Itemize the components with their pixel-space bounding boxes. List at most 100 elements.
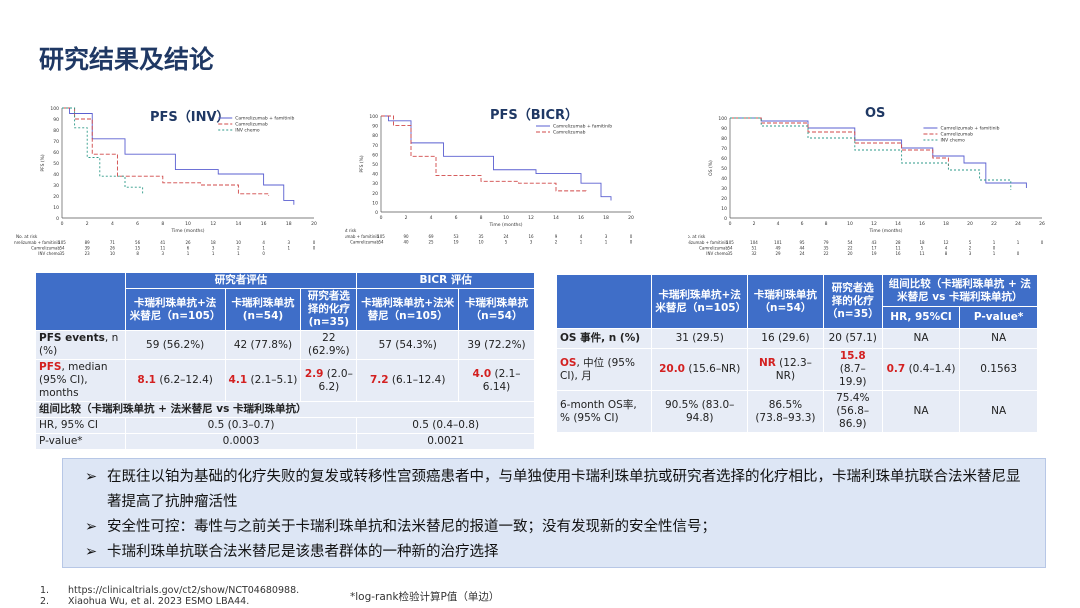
legend-label: Camrelizumab [940, 132, 973, 138]
risk-row-label: Camrelizumab + famitinib [688, 240, 728, 245]
os-median-cell: 0.7 (0.4–1.4) [881, 348, 961, 391]
risk-value: 1 [993, 251, 996, 256]
x-tick-label: 12 [871, 221, 877, 227]
plot-title-pfs-inv: PFS（INV） [150, 110, 230, 125]
risk-row-label: Camrelizumab + famitinib [14, 240, 60, 245]
x-tick-label: 4 [777, 221, 780, 227]
pfs-events-label-rest: , n (%) [39, 332, 119, 357]
risk-value: 16 [895, 251, 901, 256]
km-plot-os: 100 90 80 70 60 50 40 30 20 10 0 0 2 4 6 8 10 12 14 16 18 20 2… [688, 112, 1060, 270]
os-6month-cell: 90.5% (83.0–94.8) [651, 390, 749, 433]
pfs-events-label: PFS events, n (%) [35, 330, 126, 360]
risk-value: 39 [85, 246, 91, 251]
os-median-label: OS, 中位 (95% CI), 月 [555, 348, 653, 391]
risk-value: 51 [751, 246, 757, 251]
pfs-events-cell: 57 (54.3%) [356, 330, 460, 360]
pfs-p-label: P-value* [35, 433, 126, 450]
risk-value: 41 [160, 240, 166, 245]
x-axis-label: Time (months) [171, 228, 205, 234]
risk-value: 54 [59, 246, 65, 251]
arrow-icon: ➢ [85, 544, 98, 560]
conclusion-text: 卡瑞利珠单抗联合法米替尼是该患者群体的一种新的治疗选择 [107, 544, 499, 560]
x-tick-label: 20 [628, 215, 634, 221]
y-axis-label: OS (%) [708, 160, 714, 176]
x-tick-label: 14 [895, 221, 901, 227]
pfs-median-label-hl: PFS [39, 361, 62, 373]
y-tick-label: 10 [721, 206, 727, 212]
risk-value: 2 [237, 246, 240, 251]
pfs-median-ci: (2.1–6.14) [482, 367, 521, 393]
y-tick-label: 10 [372, 200, 378, 206]
risk-value: 54 [847, 240, 853, 245]
os-median-ci: (0.4–1.4) [908, 363, 956, 375]
risk-value: 54 [378, 240, 384, 245]
conclusion-box: ➢ 在既往以铂为基础的化疗失败的复发或转移性宫颈癌患者中，与单独使用卡瑞利珠单抗或… [62, 458, 1046, 568]
risk-value: 3 [162, 251, 165, 256]
risk-value: 101 [774, 240, 782, 245]
pfs-median-label-rest: , median (95% CI), months [39, 361, 108, 399]
pfs-col-chemo: 研究者选择的化疗(n=35) [300, 288, 358, 331]
os-6month-cell: 75.4% (56.8–86.9) [822, 390, 883, 433]
x-tick-label: 18 [603, 215, 609, 221]
pfs-col-mono-bicr: 卡瑞利珠单抗（n=54） [458, 288, 535, 331]
pfs-p-inv: 0.0003 [124, 433, 358, 450]
footnote: 1. https://clinicaltrials.gov/ct2/show/NC… [40, 585, 299, 596]
x-tick-label: 26 [1039, 221, 1045, 227]
risk-value: 2 [969, 246, 972, 251]
x-tick-label: 8 [161, 221, 164, 227]
risk-value: 10 [478, 240, 484, 245]
risk-header: No. at risk [688, 234, 706, 239]
footnote-number: 2. [40, 596, 50, 607]
risk-row-label: Camrelizumab [699, 246, 728, 251]
risk-value: 95 [799, 240, 805, 245]
os-median-cell: 15.8 (8.7–19.9) [822, 348, 883, 391]
os-events-cell: NA [959, 328, 1038, 349]
os-col-hr: HR, 95%CI [881, 306, 961, 329]
risk-value: 3 [969, 251, 972, 256]
risk-value: 23 [85, 251, 91, 256]
y-tick-label: 100 [50, 106, 59, 112]
risk-value: 1 [580, 240, 583, 245]
y-axis-label: PFS (%) [359, 155, 365, 173]
y-tick-label: 50 [721, 166, 727, 172]
x-tick-label: 14 [236, 221, 242, 227]
plot-title-os: OS [865, 106, 886, 121]
os-median-p: 0.1563 [959, 348, 1038, 391]
conclusion-bullet: ➢ 在既往以铂为基础的化疗失败的复发或转移性宫颈癌患者中，与单独使用卡瑞利珠单抗或… [85, 465, 1027, 515]
pfs-compare-label: 组间比较（卡瑞利珠单抗 + 法米替尼 vs 卡瑞利珠单抗） [35, 401, 535, 418]
logrank-note: *log-rank检验计算P值（单边） [350, 591, 500, 603]
conclusion-bullet: ➢ 安全性可控：毒性与之前关于卡瑞利珠单抗和法米替尼的报道一致；没有发现新的安全性… [85, 515, 1027, 540]
x-axis-label: Time (months) [489, 222, 523, 228]
risk-value: 0 [630, 240, 633, 245]
x-tick-label: 0 [380, 215, 383, 221]
risk-value: 11 [160, 246, 166, 251]
risk-value: 4 [945, 246, 948, 251]
km-curve [730, 117, 1012, 190]
risk-value: 24 [799, 251, 805, 256]
conclusion-text: 安全性可控：毒性与之前关于卡瑞利珠单抗和法米替尼的报道一致；没有发现新的安全性信… [107, 519, 716, 535]
os-median-value: NR [758, 356, 776, 369]
footnote-text: Xiaohua Wu, et al. 2023 ESMO LBA44. [68, 596, 250, 607]
risk-value: 1 [237, 251, 240, 256]
os-col-mono: 卡瑞利珠单抗（n=54） [747, 274, 824, 329]
x-tick-label: 6 [455, 215, 458, 221]
y-tick-label: 60 [372, 152, 378, 158]
risk-value: 35 [59, 251, 65, 256]
pfs-median-value: 2.9 [304, 367, 324, 380]
pfs-median-ci: (2.0–6.2) [318, 367, 353, 393]
pfs-median-ci: (6.1–12.4) [391, 374, 446, 386]
risk-value: 8 [945, 251, 948, 256]
risk-value: 2 [555, 240, 558, 245]
pfs-col-combo: 卡瑞利珠单抗+法米替尼（n=105） [124, 288, 226, 331]
risk-value: 105 [377, 234, 385, 239]
legend-label: Camrelizumab [553, 130, 586, 136]
x-tick-label: 10 [847, 221, 853, 227]
risk-value: 9 [555, 234, 558, 239]
y-tick-label: 0 [724, 216, 727, 222]
x-tick-label: 0 [61, 221, 64, 227]
pfs-p-bicr: 0.0021 [356, 433, 535, 450]
risk-value: 24 [503, 234, 509, 239]
risk-value: 0 [262, 251, 265, 256]
